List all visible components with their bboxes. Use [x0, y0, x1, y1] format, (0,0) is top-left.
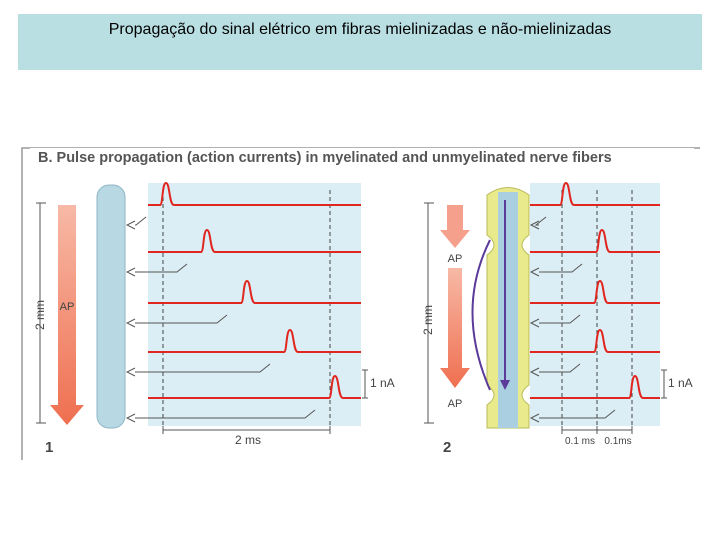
distance-label: 2 mm	[421, 305, 435, 335]
ap-label: AP	[448, 398, 463, 410]
ap-label: AP	[448, 253, 463, 265]
current-trace	[148, 181, 361, 206]
lead-arrow	[125, 413, 136, 423]
electrode-lead	[539, 314, 581, 324]
electrode-lead	[539, 409, 616, 419]
lead-arrow	[529, 220, 540, 230]
time-label: 2 ms	[235, 433, 261, 447]
ap-arrow	[440, 268, 470, 388]
current-trace	[148, 228, 361, 253]
lead-arrow	[125, 367, 136, 377]
scale-bracket	[36, 202, 46, 424]
scale-bracket	[424, 202, 434, 424]
current-trace	[148, 374, 361, 399]
time-label: 0.1 ms	[565, 436, 595, 447]
electrode-lead	[135, 216, 147, 226]
ap-arrow	[50, 205, 84, 425]
trace-bg	[148, 183, 361, 426]
lead-arrow	[125, 318, 136, 328]
lead-arrow	[529, 267, 540, 277]
time-bracket	[561, 426, 633, 434]
current-trace	[530, 181, 660, 206]
electrode-lead	[534, 216, 547, 226]
panel-number: 1	[45, 439, 53, 456]
distance-label: 2 mm	[33, 300, 47, 330]
current-trace	[530, 374, 660, 399]
current-trace	[530, 328, 660, 353]
current-trace	[530, 279, 660, 304]
electrode-lead	[135, 363, 271, 373]
electrode-lead	[135, 263, 188, 273]
nA-bracket	[661, 369, 667, 399]
lead-arrow	[125, 267, 136, 277]
traces	[125, 181, 660, 428]
time-label: 0.1ms	[604, 436, 631, 447]
electrode-lead	[539, 263, 583, 273]
lead-arrow	[529, 367, 540, 377]
electrode-lead	[539, 363, 581, 373]
current-trace	[148, 279, 361, 304]
electrode-lead	[135, 409, 316, 419]
current-trace	[148, 328, 361, 353]
figure-heading: B. Pulse propagation (action currents) i…	[38, 150, 612, 166]
slide-title: Propagação do sinal elétrico em fibras m…	[18, 14, 702, 70]
arrowhead	[500, 380, 510, 390]
ap-label: AP	[60, 301, 75, 313]
lead-arrow	[529, 318, 540, 328]
current-scale: 1 nA	[370, 376, 395, 390]
nA-bracket	[362, 369, 368, 399]
current-trace	[530, 228, 660, 253]
time-bracket	[162, 426, 331, 434]
lead-arrow	[125, 220, 136, 230]
heading-bg	[30, 148, 694, 166]
trace-bg	[530, 183, 660, 426]
lead-arrow	[529, 413, 540, 423]
axon-core	[498, 192, 518, 428]
current-loop	[471, 239, 491, 391]
axon	[96, 184, 126, 429]
panel-number: 2	[443, 439, 451, 456]
ap-arrow	[440, 205, 470, 248]
electrode-lead	[135, 314, 228, 324]
current-scale: 1 nA	[668, 376, 693, 390]
